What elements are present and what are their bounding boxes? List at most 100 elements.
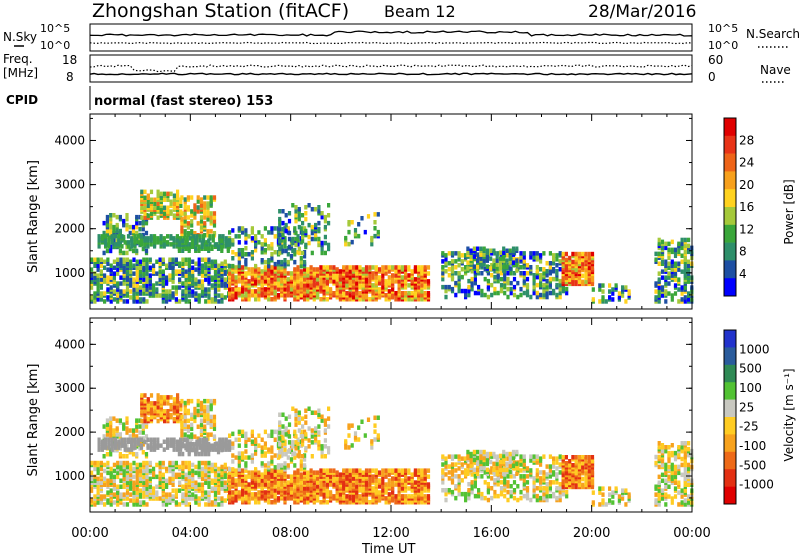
power-cell (278, 216, 282, 222)
power-cell (498, 256, 503, 261)
velocity-cell (135, 486, 139, 491)
power-cell (361, 293, 365, 298)
power-cell (278, 238, 282, 244)
power-cell (165, 289, 169, 294)
power-cell (165, 275, 169, 280)
power-cell (545, 284, 549, 290)
velocity-cell (220, 502, 224, 507)
power-cell (267, 258, 271, 263)
power-cell (297, 207, 301, 212)
power-cell (373, 220, 377, 225)
velocity-cell (187, 470, 191, 476)
power-cell (466, 260, 470, 265)
ground-scatter-cell (153, 234, 157, 239)
heatmap-cells (90, 189, 694, 304)
ground-scatter-cell (218, 242, 222, 247)
velocity-cell (278, 436, 282, 441)
velocity-cell (196, 408, 200, 414)
power-cell (587, 255, 591, 261)
velocity-cell (152, 466, 156, 472)
power-cell (545, 294, 549, 300)
velocity-cell (231, 476, 235, 481)
power-cell (492, 248, 496, 253)
power-cell (502, 246, 506, 251)
velocity-cell (273, 468, 277, 473)
power-cell (172, 193, 176, 198)
velocity-cell (317, 440, 321, 445)
velocity-cell (289, 478, 294, 483)
velocity-cell (206, 420, 210, 426)
velocity-cell (149, 401, 154, 406)
velocity-cell (327, 446, 331, 451)
velocity-cell (329, 468, 333, 473)
power-cell (539, 267, 543, 272)
power-cell (93, 275, 97, 280)
velocity-cell (163, 409, 167, 414)
power-cell (444, 288, 448, 294)
power-cell (166, 209, 170, 214)
velocity-cell (254, 484, 258, 489)
velocity-cell (286, 474, 290, 479)
velocity-cell (317, 408, 321, 413)
power-cell (234, 275, 238, 280)
velocity-cell (291, 440, 295, 445)
power-cell (477, 290, 481, 296)
velocity-cell (348, 472, 352, 477)
ground-scatter-cell (198, 234, 202, 239)
velocity-cell (297, 428, 301, 433)
power-cell (118, 240, 122, 246)
velocity-cell (297, 450, 301, 455)
velocity-cell (381, 480, 385, 485)
power-cell (361, 267, 365, 272)
velocity-cell (407, 500, 411, 505)
power-cell (199, 215, 204, 220)
velocity-cell (287, 414, 292, 419)
velocity-cell (355, 480, 359, 485)
power-cell (109, 244, 113, 250)
velocity-cell (174, 492, 178, 497)
velocity-cell (180, 398, 184, 404)
power-cell (322, 265, 326, 270)
power-cell (129, 289, 133, 294)
power-cell (486, 284, 490, 290)
velocity-cell (203, 412, 207, 418)
power-cell (155, 281, 159, 286)
velocity-cell (156, 397, 160, 402)
power-cell (129, 269, 133, 274)
velocity-cell (241, 433, 245, 438)
power-cell (670, 239, 674, 245)
velocity-cell (441, 480, 445, 485)
power-cell (286, 291, 290, 296)
ground-scatter-cell (177, 240, 181, 245)
velocity-cell (317, 430, 321, 435)
power-cell (503, 273, 507, 278)
power-cell (291, 236, 295, 242)
velocity-cell (206, 398, 210, 404)
power-cell (273, 261, 277, 267)
power-cell (247, 234, 251, 239)
power-cell (317, 226, 321, 232)
power-cell (303, 297, 307, 302)
power-cell (673, 261, 678, 266)
power-cell (209, 211, 213, 216)
power-cell (555, 263, 559, 268)
velocity-cell (410, 482, 414, 487)
power-cell (158, 277, 162, 282)
velocity-cell (332, 468, 336, 473)
velocity-cell (165, 498, 169, 503)
power-cell (174, 289, 178, 294)
velocity-cell (217, 496, 221, 501)
power-cell (191, 293, 195, 298)
power-cell (673, 253, 678, 258)
ground-scatter-cell (120, 244, 124, 249)
velocity-cell (209, 414, 213, 420)
power-cell (209, 219, 213, 224)
power-cell (143, 211, 147, 216)
power-cell (394, 265, 398, 270)
power-cell (657, 271, 661, 276)
power-cell (460, 253, 464, 258)
power-cell (309, 293, 313, 298)
power-cell (184, 269, 188, 274)
velocity-cell (207, 498, 211, 503)
power-cell (145, 287, 149, 292)
